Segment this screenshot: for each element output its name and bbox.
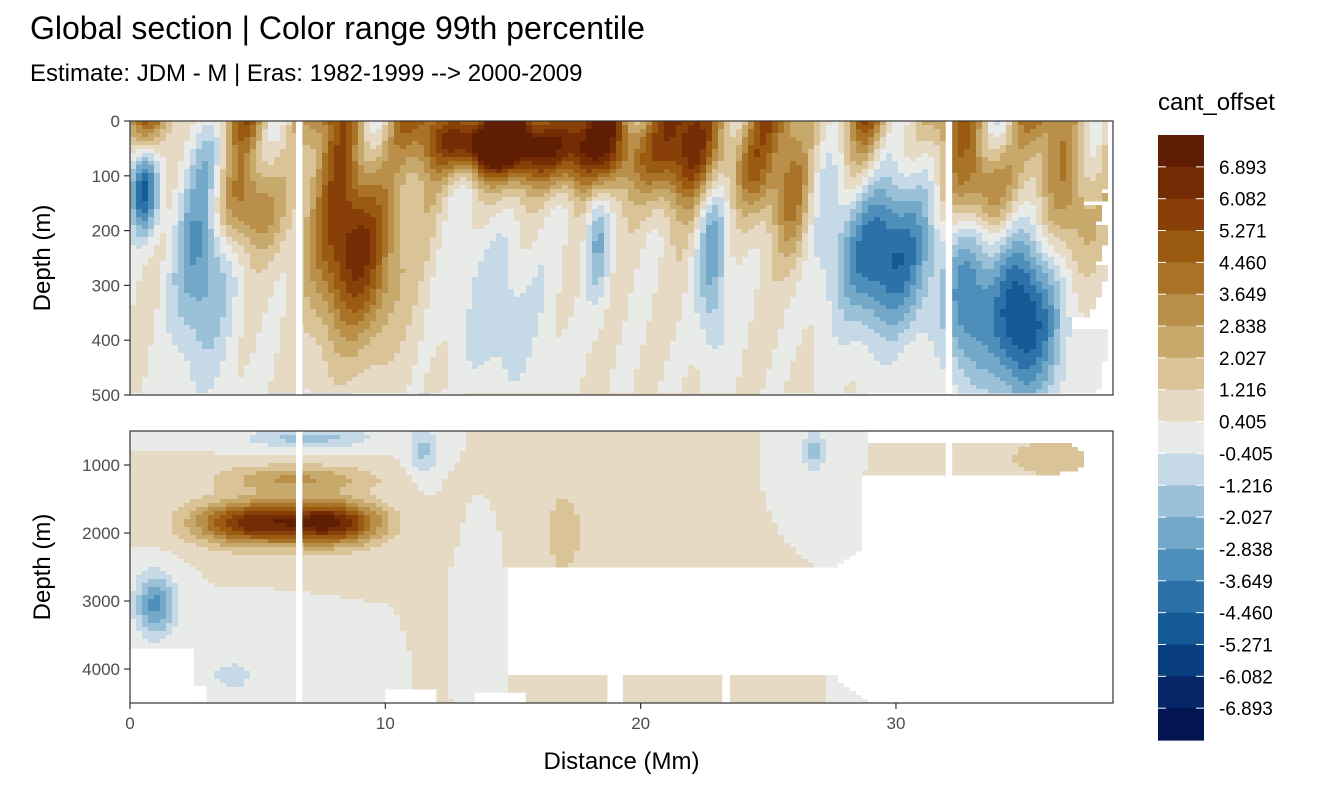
legend-label: -0.405 [1219,444,1273,465]
legend-label: 6.082 [1219,190,1267,211]
legend-swatch [1158,166,1204,200]
x-axis-title: Distance (Mm) [543,748,699,775]
legend-title: cant_offset [1158,89,1275,116]
legend-swatch [1158,644,1204,677]
seafloor-gap [474,692,526,703]
seafloor-gap [1087,675,1113,703]
legend-swatch [1158,453,1204,486]
panel-border [129,430,1114,704]
legend-swatch [1158,198,1204,232]
legend-label: 1.216 [1219,381,1267,402]
y-axis-title: Depth (m) [29,205,56,312]
seafloor-gap [130,648,194,703]
legend-label: -6.893 [1219,699,1273,720]
data-gap [295,121,303,395]
legend-swatch [1158,135,1204,168]
upper-panel [130,121,1113,395]
section-field [130,121,1108,395]
chart-title: Global section | Color range 99th percen… [30,10,645,46]
y-tick-label: 0 [111,112,120,131]
legend-swatch [1158,676,1204,709]
seafloor-gap [193,686,207,703]
legend-swatch [1158,708,1204,741]
x-tick-label: 10 [376,714,395,733]
y-tick-label: 4000 [82,660,120,679]
x-tick-label: 30 [887,714,906,733]
legend-label: 3.649 [1219,285,1267,306]
seafloor-gap [607,669,623,703]
legend-label: 2.027 [1219,349,1267,370]
legend-swatch [1158,230,1204,263]
legend-label: 0.405 [1219,413,1267,434]
y-tick-label: 400 [92,331,120,350]
legend-label: 6.893 [1219,158,1267,179]
legend-swatch [1158,580,1204,614]
legend-label: 4.460 [1219,253,1267,274]
seafloor-gap [385,689,437,703]
legend-label: -6.082 [1219,667,1273,688]
legend-swatch [1158,389,1204,423]
y-tick-label: 200 [92,222,120,241]
section-field [130,431,1084,703]
legend-swatch [1158,485,1204,518]
legend-label: 5.271 [1219,222,1267,243]
legend-swatch [1158,262,1204,295]
legend-swatch [1158,294,1204,327]
y-tick-label: 3000 [82,592,120,611]
legend-swatch [1158,357,1204,391]
legend-label: 2.838 [1219,317,1267,338]
legend: cant_offset 6.893 6.082 5.271 4.460 3.649 2.83… [1158,89,1275,741]
y-tick-label: 100 [92,167,120,186]
y-tick-label: 1000 [82,456,120,475]
y-axis-title: Depth (m) [29,514,56,621]
y-tick-label: 2000 [82,524,120,543]
legend-label: -2.027 [1219,508,1273,529]
legend-swatch [1158,548,1204,582]
legend-label: -5.271 [1219,635,1273,656]
seafloor-gap [722,655,731,703]
legend-swatch [1158,421,1204,455]
legend-swatch [1158,612,1204,646]
data-gap [295,431,303,703]
chart-subtitle: Estimate: JDM - M | Eras: 1982-1999 --> … [30,60,583,87]
data-gap [945,431,953,703]
legend-swatch [1158,326,1204,359]
legend-label: -1.216 [1219,476,1273,497]
data-gap [945,121,953,395]
x-tick-label: 0 [125,714,134,733]
x-tick-label: 20 [631,714,650,733]
y-tick-label: 300 [92,276,120,295]
legend-label: -2.838 [1219,540,1273,561]
legend-swatch [1158,517,1204,550]
legend-label: -3.649 [1219,572,1273,593]
lower-panel [130,431,1113,703]
panel-border [129,120,1114,396]
y-tick-label: 500 [92,386,120,405]
legend-label: -4.460 [1219,604,1273,625]
